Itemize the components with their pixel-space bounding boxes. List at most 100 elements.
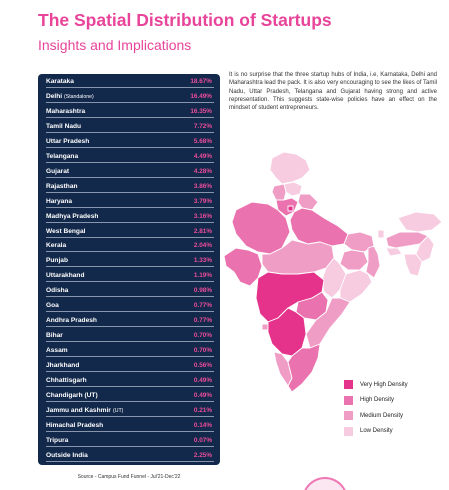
state-share-value: 0.49% xyxy=(193,377,212,384)
row-divider xyxy=(46,356,214,358)
region-odisha xyxy=(339,269,373,303)
legend-item: Low Density xyxy=(344,426,444,437)
region-meghalaya xyxy=(385,247,403,257)
state-row: Rajasthan 3.86% xyxy=(46,181,214,193)
page-title: The Spatial Distribution of Startups xyxy=(38,10,332,30)
source-note: Source - Campus Fund Funnel - Jul'21-Dec… xyxy=(77,474,181,480)
state-name: Outside India xyxy=(46,451,88,459)
state-row: Punjab 1.33% xyxy=(46,255,214,268)
state-note: (Standalone) xyxy=(64,93,94,100)
logo-badge xyxy=(302,477,348,490)
state-row: Himachal Pradesh 0.14% xyxy=(46,420,214,432)
state-row: Jharkhand 0.56% xyxy=(46,360,214,373)
region-sikkim xyxy=(377,229,385,239)
state-share-value: 3.79% xyxy=(193,197,212,205)
row-divider xyxy=(46,176,214,178)
state-name: Kerala xyxy=(46,242,67,250)
state-share-value: 5.68% xyxy=(193,137,212,145)
state-row: Bihar 0.70% xyxy=(46,330,214,343)
state-name: Goa xyxy=(46,302,59,310)
row-divider xyxy=(46,101,214,103)
state-row: Gujarat 4.28% xyxy=(46,166,214,178)
region-jammu-kashmir xyxy=(269,151,311,185)
region-delhi xyxy=(287,205,294,212)
row-divider xyxy=(46,326,214,328)
row-divider xyxy=(46,87,214,88)
state-name: Chhattisgarh xyxy=(46,377,87,384)
state-name: Jammu and Kashmir xyxy=(46,406,111,414)
state-name: Jharkhand xyxy=(46,362,80,370)
intro-paragraph: It is no surprise that the three startup… xyxy=(229,72,437,112)
state-note: (UT) xyxy=(113,407,124,414)
row-divider xyxy=(46,131,214,133)
region-tamil-nadu xyxy=(287,343,321,393)
state-row: Assam 0.70% xyxy=(46,345,214,358)
row-divider xyxy=(46,116,214,118)
state-share-value: 2.25% xyxy=(193,451,212,459)
row-divider xyxy=(46,341,214,343)
row-divider xyxy=(46,311,214,313)
state-row: Delhi (Standalone) 16.49% xyxy=(46,91,214,103)
row-divider xyxy=(46,400,214,402)
legend-label: Very High Density xyxy=(360,381,408,388)
legend-swatch xyxy=(344,395,353,405)
row-divider xyxy=(46,236,214,238)
state-share-value: 1.19% xyxy=(193,272,212,280)
region-andhra-pradesh xyxy=(305,297,351,349)
region-karnataka xyxy=(267,307,307,357)
state-name: Bihar xyxy=(46,332,63,340)
state-share-value: 0.49% xyxy=(193,391,212,399)
state-name: Assam xyxy=(46,347,68,355)
state-name: Maharashtra xyxy=(46,107,86,115)
state-row: Goa 0.77% xyxy=(46,300,214,313)
region-west-bengal xyxy=(365,245,381,279)
state-row: Chhattisgarh 0.49% xyxy=(46,375,214,387)
row-divider xyxy=(46,430,214,432)
state-row: Tripura 0.07% xyxy=(46,435,214,447)
state-share-list: Karataka 18.67% Delhi (Standalone) 16.49% Mah… xyxy=(38,74,220,465)
row-divider xyxy=(46,221,214,223)
page-subtitle: Insights and Implications xyxy=(38,37,192,53)
state-name: Chandigarh (UT) xyxy=(46,391,98,399)
state-row: Jammu and Kashmir (UT) 0.21% xyxy=(46,405,214,417)
region-goa xyxy=(261,323,269,331)
state-share-value: 4.49% xyxy=(193,152,212,160)
state-share-value: 7.72% xyxy=(193,122,212,130)
row-divider xyxy=(46,251,214,253)
state-row: Uttar Pradesh 5.68% xyxy=(46,136,214,148)
row-divider xyxy=(46,191,214,193)
state-share-value: 3.16% xyxy=(193,212,212,220)
state-share-value: 0.77% xyxy=(193,317,212,325)
state-share-value: 3.86% xyxy=(193,182,212,190)
state-share-value: 18.67% xyxy=(190,78,212,85)
state-row: Madhya Pradesh 3.16% xyxy=(46,211,214,223)
state-share-value: 4.28% xyxy=(193,167,212,175)
state-name: Gujarat xyxy=(46,167,70,175)
state-share-value: 0.56% xyxy=(193,362,212,370)
state-row: Maharashtra 16.35% xyxy=(46,106,214,118)
legend-swatch xyxy=(344,426,353,436)
region-uttar-pradesh xyxy=(289,207,349,247)
region-punjab xyxy=(271,183,287,201)
state-share-value: 0.14% xyxy=(193,421,212,429)
state-row: Outside India 2.25% xyxy=(46,450,214,462)
region-arunachal xyxy=(397,211,443,233)
state-row: West Bengal 2.81% xyxy=(46,226,214,238)
row-divider xyxy=(46,266,214,268)
legend-label: Low Density xyxy=(360,428,393,434)
state-row: Tamil Nadu 7.72% xyxy=(46,121,214,133)
region-mizoram-tripura xyxy=(403,253,423,277)
row-divider xyxy=(46,161,214,163)
legend-label: Medium Density xyxy=(360,412,404,419)
state-name: Odisha xyxy=(46,287,69,295)
region-jharkhand xyxy=(339,249,369,271)
row-divider xyxy=(46,281,214,283)
india-density-map xyxy=(223,151,443,393)
state-share-value: 0.98% xyxy=(193,287,212,295)
state-share-value: 0.07% xyxy=(193,436,212,444)
state-row: Kerala 2.04% xyxy=(46,240,214,253)
state-name: Uttarakhand xyxy=(46,272,85,280)
state-name: Delhi xyxy=(46,92,63,100)
state-name: Himachal Pradesh xyxy=(46,421,104,429)
state-row: Andhra Pradesh 0.77% xyxy=(46,315,214,328)
